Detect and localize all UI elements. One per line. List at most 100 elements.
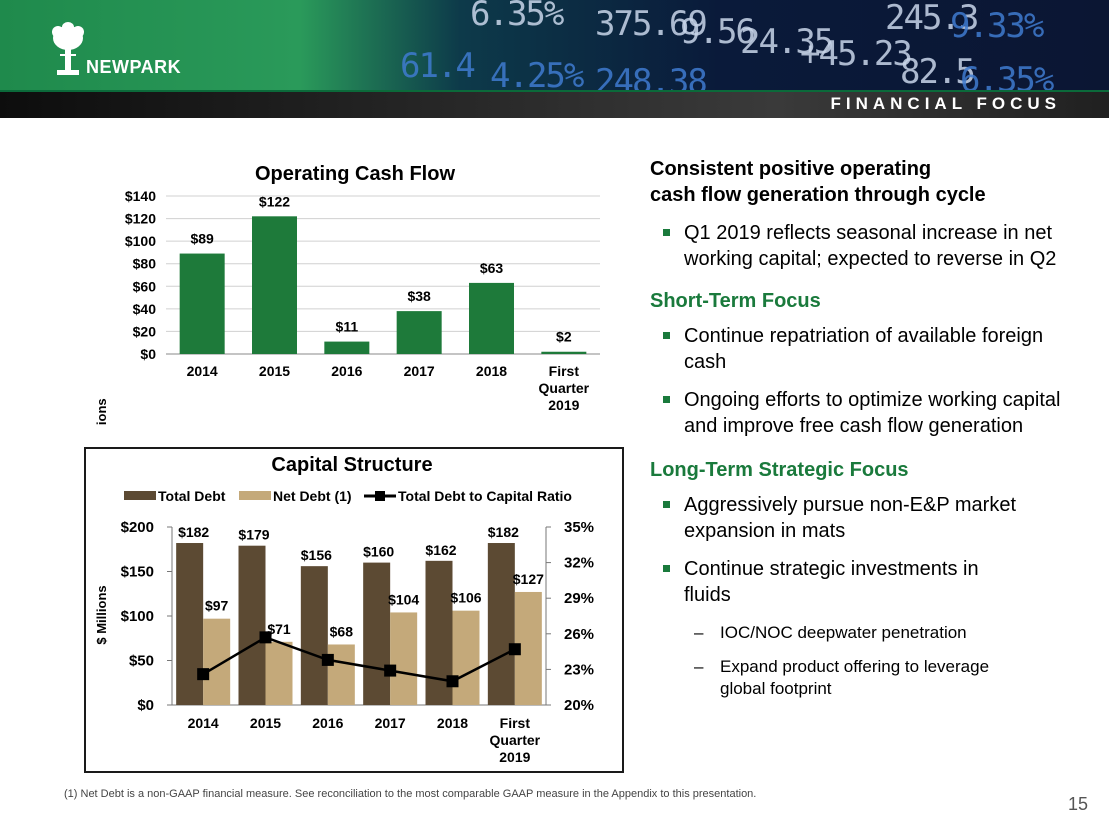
x-tick-label: First Quarter 2019 [539, 363, 590, 413]
banner-stripe [0, 90, 1109, 118]
bar-total-debt [238, 545, 266, 705]
ticker-text: 9.33% [950, 6, 1044, 46]
y-tick-label: $120 [125, 211, 156, 227]
y-axis-label: $ Millions [94, 585, 109, 644]
chart-title: Capital Structure [271, 454, 432, 476]
list-item: Aggressively pursue non-E&P market expan… [650, 492, 1090, 544]
data-label: $106 [450, 590, 481, 606]
bullet-text: Q1 2019 reflects seasonal increase in ne… [684, 222, 1057, 270]
heading-line: Consistent positive operating [650, 158, 932, 180]
x-tick-label: 2017 [375, 715, 406, 731]
y-tick-label: $0 [137, 697, 154, 714]
bar-total-debt [363, 562, 391, 705]
header-banner: 6.35% 375.69 9.56 24.35 +45.23 245.3 9.3… [0, 0, 1109, 118]
x-tick-label: 2018 [437, 715, 468, 731]
data-label: $179 [238, 527, 269, 543]
footnote: (1) Net Debt is a non-GAAP financial mea… [64, 788, 757, 800]
ticker-text: 82.5 [900, 52, 976, 92]
bullet-square-icon [663, 565, 670, 572]
bar [324, 341, 370, 354]
data-label: $38 [407, 288, 431, 304]
ratio-marker [259, 631, 272, 644]
chart-title: Operating Cash Flow [255, 163, 455, 185]
bullet-text: Aggressively pursue non-E&P market expan… [684, 494, 1017, 542]
bar-total-debt [176, 543, 204, 705]
data-label: $68 [330, 623, 354, 639]
y-tick-label: $20 [133, 323, 157, 339]
capital-structure-chart: Capital Structure Total Debt Net Debt (1)… [94, 454, 594, 765]
ticker-text: 61.4 [400, 46, 476, 86]
ratio-marker [321, 653, 334, 666]
page-number: 15 [1068, 794, 1089, 814]
ratio-marker [197, 668, 210, 681]
ratio-marker [446, 675, 459, 688]
bullet-square-icon [663, 332, 670, 339]
data-label: $104 [388, 591, 419, 607]
bar [469, 282, 514, 354]
bullet-text: Ongoing efforts to optimize working capi… [684, 389, 1061, 437]
sub-list-item: – IOC/NOC deepwater penetration [650, 622, 1090, 644]
ticker-text: 6.35% [470, 0, 564, 34]
data-label: $182 [488, 524, 519, 540]
bullet-text: Continue repatriation of available forei… [684, 325, 1044, 373]
operating-cash-flow-chart: Operating Cash Flow $ Millions $0 $20 $40 $… [94, 163, 600, 426]
y-tick-label: $100 [121, 608, 154, 625]
bar [252, 216, 297, 354]
heading-line: cash flow generation through cycle [650, 184, 986, 206]
sub-bullet-text: IOC/NOC deepwater penetration [720, 623, 967, 642]
bar-total-debt [300, 566, 328, 705]
section-title: Long-Term Strategic Focus [650, 459, 909, 481]
bullet-list: Aggressively pursue non-E&P market expan… [650, 492, 1090, 700]
x-tick-label: 2017 [404, 363, 435, 379]
y2-tick-label: 29% [564, 590, 594, 607]
y-tick-label: $150 [121, 564, 154, 581]
x-tick-label: 2014 [187, 363, 218, 379]
data-label: $162 [425, 542, 456, 558]
data-label: $89 [190, 231, 214, 247]
data-label: $63 [480, 260, 504, 276]
x-tick-label: 2018 [476, 363, 507, 379]
data-label: $97 [205, 598, 229, 614]
data-label: $160 [363, 544, 394, 560]
y-tick-label: $0 [140, 346, 156, 362]
bullet-square-icon [663, 396, 670, 403]
y2-tick-label: 20% [564, 697, 594, 714]
list-item: Continue repatriation of available forei… [650, 323, 1090, 375]
sub-bullet-text: Expand product offering to leverage glob… [720, 657, 990, 698]
y-tick-label: $140 [125, 188, 156, 204]
legend-label: Total Debt [158, 488, 226, 504]
data-label: $11 [336, 319, 359, 335]
y-tick-label: $200 [121, 519, 154, 536]
x-tick-label: 2015 [259, 363, 290, 379]
legend-swatch [124, 491, 156, 500]
legend-label: Net Debt (1) [273, 488, 352, 504]
bar [541, 351, 587, 354]
dash-icon: – [694, 623, 704, 642]
ratio-line [202, 635, 516, 683]
y2-tick-label: 26% [564, 626, 594, 643]
ticker-text: 4.25% [490, 56, 584, 96]
list-item: Ongoing efforts to optimize working capi… [650, 387, 1090, 439]
ticker-text: 9.56 [680, 12, 756, 52]
data-label: $156 [301, 547, 332, 563]
bar-net-debt [452, 610, 480, 705]
ticker-text: 245.3 [885, 0, 979, 38]
bar-net-debt [327, 644, 355, 705]
bullet-list: Continue repatriation of available forei… [650, 323, 1090, 439]
focus-text-panel: Consistent positive operating cash flow … [650, 156, 1090, 700]
y2-tick-label: 23% [564, 661, 594, 678]
y-tick-label: $60 [133, 278, 157, 294]
y-tick-label: $40 [133, 301, 157, 317]
newpark-logo-icon [52, 22, 84, 75]
y-tick-label: $80 [133, 256, 157, 272]
data-label: $127 [513, 571, 544, 587]
x-tick-label: First Quarter 2019 [490, 715, 541, 765]
section-title: Short-Term Focus [650, 290, 821, 312]
bullet-square-icon [663, 229, 670, 236]
x-tick-label: 2016 [312, 715, 343, 731]
ratio-marker [508, 643, 521, 656]
ticker-text: 24.35 [740, 22, 834, 62]
banner-title: FINANCIAL FOCUS [830, 94, 1061, 113]
y2-tick-label: 35% [564, 519, 594, 536]
bar-net-debt [265, 641, 293, 705]
